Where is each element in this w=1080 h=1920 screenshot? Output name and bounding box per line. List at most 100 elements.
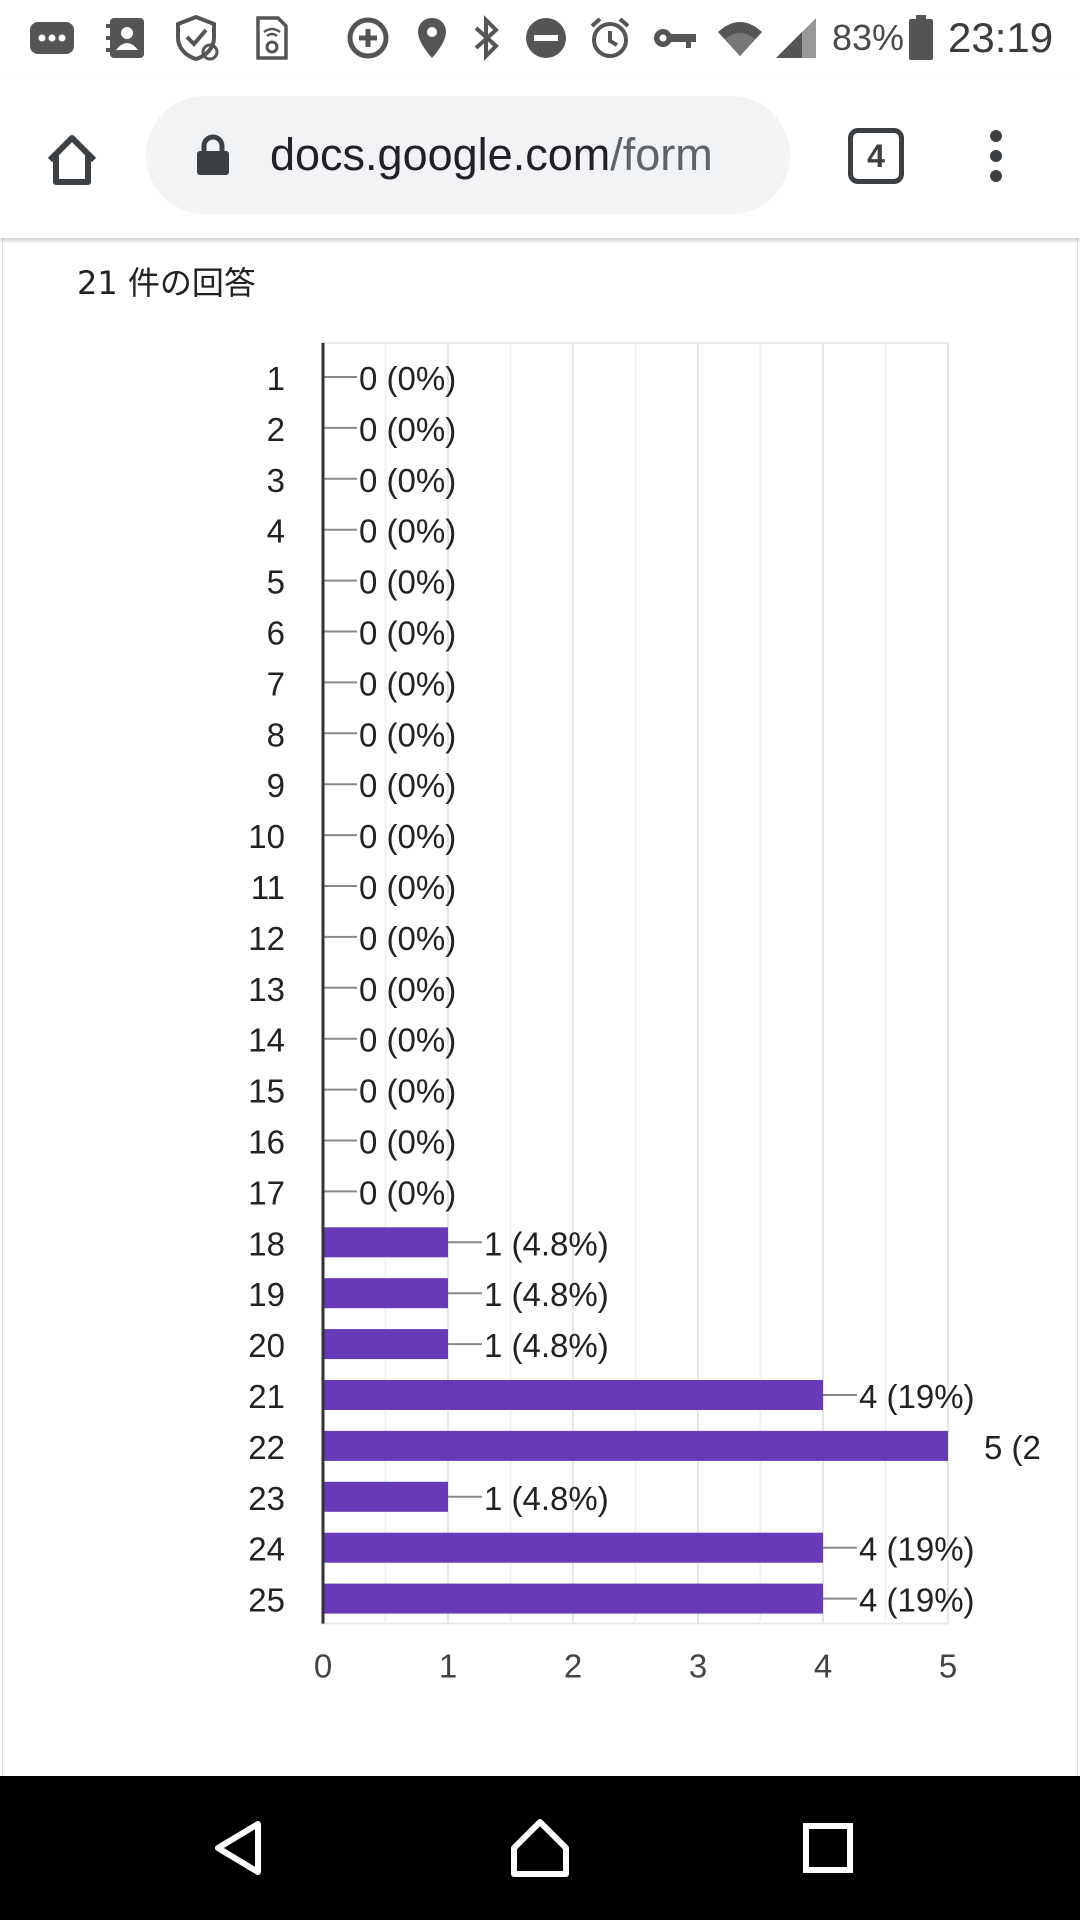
category-label: 23 bbox=[248, 1480, 285, 1517]
data-label: 0 (0%) bbox=[359, 767, 456, 804]
data-label: 1 (4.8%) bbox=[484, 1480, 609, 1517]
category-label: 13 bbox=[248, 971, 285, 1008]
wifi-icon bbox=[718, 22, 762, 56]
overflow-menu-button[interactable] bbox=[966, 126, 1026, 186]
category-label: 21 bbox=[248, 1378, 285, 1415]
bar bbox=[323, 1227, 448, 1258]
data-label: 1 (4.8%) bbox=[484, 1276, 609, 1313]
category-label: 17 bbox=[248, 1174, 285, 1211]
tab-switcher-button[interactable]: 4 bbox=[848, 128, 904, 184]
bar bbox=[323, 1329, 448, 1360]
bar bbox=[323, 1430, 948, 1461]
bar bbox=[323, 1481, 448, 1512]
browser-toolbar: docs.google.com/form 4 bbox=[0, 76, 1080, 238]
data-saver-icon bbox=[347, 17, 389, 59]
address-bar[interactable]: docs.google.com/form bbox=[146, 96, 790, 214]
data-label: 0 (0%) bbox=[359, 1124, 456, 1161]
response-summary-card: 21 件の回答 1 0 (0%) 2 0 (0%) 3 0 (0%) 4 0 (0%) 5 0 (… bbox=[2, 238, 1078, 1776]
back-button[interactable] bbox=[200, 1808, 280, 1888]
data-label: 1 (4.8%) bbox=[484, 1327, 609, 1364]
recents-button[interactable] bbox=[788, 1808, 868, 1888]
data-label: 0 (0%) bbox=[359, 411, 456, 448]
data-label: 0 (0%) bbox=[359, 818, 456, 855]
data-label: 0 (0%) bbox=[359, 920, 456, 957]
clock: 23:19 bbox=[948, 14, 1054, 61]
category-label: 5 bbox=[267, 564, 285, 601]
browser-home-button[interactable] bbox=[30, 118, 114, 202]
home-icon bbox=[511, 1819, 569, 1877]
x-tick-label: 0 bbox=[314, 1648, 332, 1685]
response-count: 21 件の回答 bbox=[77, 264, 256, 302]
x-tick-label: 4 bbox=[814, 1648, 832, 1685]
category-label: 6 bbox=[267, 615, 285, 652]
category-label: 14 bbox=[248, 1022, 285, 1059]
data-label: 0 (0%) bbox=[359, 615, 456, 652]
data-label: 1 (4.8%) bbox=[484, 1225, 609, 1262]
more-vert-icon-dot bbox=[990, 150, 1002, 162]
location-icon bbox=[418, 18, 446, 58]
do-not-disturb-icon bbox=[526, 18, 566, 58]
data-label: 0 (0%) bbox=[359, 513, 456, 550]
vpn-key-icon bbox=[654, 29, 696, 48]
category-label: 12 bbox=[248, 920, 285, 957]
category-label: 7 bbox=[267, 665, 285, 702]
data-label: 0 (0%) bbox=[359, 1174, 456, 1211]
alarm-icon bbox=[590, 17, 630, 58]
data-label: 0 (0%) bbox=[359, 869, 456, 906]
recents-icon bbox=[803, 1823, 853, 1873]
category-label: 15 bbox=[248, 1073, 285, 1110]
data-label: 0 (0%) bbox=[359, 971, 456, 1008]
responses-bar-chart: 1 0 (0%) 2 0 (0%) 3 0 (0%) 4 0 (0%) 5 0 (0%) 6 0 (0… bbox=[248, 342, 1041, 1685]
category-label: 19 bbox=[248, 1276, 285, 1313]
category-label: 20 bbox=[248, 1327, 285, 1364]
tab-count: 4 bbox=[867, 137, 885, 174]
data-label: 4 (19%) bbox=[859, 1582, 975, 1619]
page-content: 21 件の回答 1 0 (0%) 2 0 (0%) 3 0 (0%) 4 0 (0%) 5 0 (… bbox=[0, 238, 1080, 1776]
url-text: docs.google.com/form bbox=[270, 96, 770, 214]
data-label: 0 (0%) bbox=[359, 1073, 456, 1110]
data-label: 4 (19%) bbox=[859, 1531, 975, 1568]
bar bbox=[323, 1380, 823, 1410]
category-label: 22 bbox=[248, 1429, 285, 1466]
sim-settings-icon bbox=[256, 16, 288, 60]
category-label: 3 bbox=[267, 462, 285, 499]
messages-icon bbox=[30, 22, 74, 54]
signal-icon bbox=[776, 18, 816, 58]
category-label: 4 bbox=[267, 513, 285, 550]
back-icon bbox=[215, 1821, 261, 1875]
data-label: 0 (0%) bbox=[359, 564, 456, 601]
data-label: 4 (19%) bbox=[859, 1378, 975, 1415]
battery-percent: 83% bbox=[832, 17, 905, 58]
category-label: 18 bbox=[248, 1225, 285, 1262]
bar bbox=[323, 1532, 823, 1563]
x-tick-label: 2 bbox=[564, 1648, 582, 1685]
data-label: 0 (0%) bbox=[359, 360, 456, 397]
category-label: 2 bbox=[267, 411, 285, 448]
navigation-bar bbox=[0, 1776, 1080, 1920]
x-tick-label: 5 bbox=[939, 1648, 957, 1685]
data-label: 0 (0%) bbox=[359, 665, 456, 702]
home-icon bbox=[47, 135, 97, 185]
x-tick-label: 1 bbox=[439, 1648, 457, 1685]
url-path: /form bbox=[610, 129, 713, 180]
shield-sync-icon bbox=[176, 14, 219, 62]
category-label: 9 bbox=[267, 767, 285, 804]
bar bbox=[323, 1583, 823, 1614]
data-label: 5 (2 bbox=[984, 1429, 1041, 1466]
url-host: docs.google.com bbox=[270, 129, 611, 180]
category-label: 8 bbox=[267, 716, 285, 753]
category-label: 11 bbox=[251, 869, 285, 906]
category-label: 24 bbox=[248, 1531, 285, 1568]
data-label: 0 (0%) bbox=[359, 1022, 456, 1059]
data-label: 0 (0%) bbox=[359, 716, 456, 753]
bluetooth-icon bbox=[474, 15, 499, 61]
more-vert-icon-dot bbox=[990, 170, 1002, 182]
home-button[interactable] bbox=[500, 1808, 580, 1888]
x-tick-label: 3 bbox=[689, 1648, 707, 1685]
battery-icon bbox=[909, 15, 933, 60]
data-label: 0 (0%) bbox=[359, 462, 456, 499]
category-label: 10 bbox=[248, 818, 285, 855]
status-bar: 83% 23:19 bbox=[0, 0, 1080, 76]
category-label: 1 bbox=[267, 360, 285, 397]
more-vert-icon-dot bbox=[990, 130, 1002, 142]
